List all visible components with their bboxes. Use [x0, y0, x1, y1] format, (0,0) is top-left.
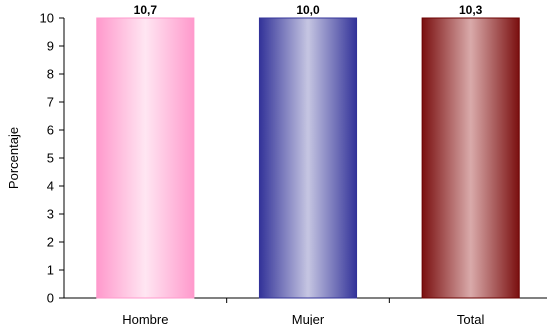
y-tick-label: 7	[47, 95, 54, 110]
y-tick-label: 0	[47, 291, 54, 306]
y-axis-title: Porcentaje	[6, 127, 21, 189]
x-category-label: Hombre	[122, 312, 168, 325]
bar-hombre	[96, 17, 195, 299]
y-tick-label: 5	[47, 151, 54, 166]
bar-mujer	[258, 17, 358, 299]
y-tick-label: 2	[47, 235, 54, 250]
y-tick-label: 9	[47, 39, 54, 54]
y-tick-label: 6	[47, 123, 54, 138]
y-tick-label: 3	[47, 207, 54, 222]
data-label-hombre: 10,7	[134, 3, 158, 17]
y-tick-label: 1	[47, 263, 54, 278]
plot-area: 0 1 2 3 4 5 6 7 8 9 10 10,7 Hombre 10,0 Mujer 10,3 Total	[40, 3, 547, 325]
x-category-label: Total	[457, 312, 485, 325]
y-tick-label: 10	[40, 11, 54, 26]
y-tick-label: 4	[47, 179, 54, 194]
y-tick-label: 8	[47, 67, 54, 82]
data-label-mujer: 10,0	[296, 3, 320, 17]
x-category-label: Mujer	[292, 312, 325, 325]
data-label-total: 10,3	[459, 3, 483, 17]
bar-total	[421, 17, 520, 299]
